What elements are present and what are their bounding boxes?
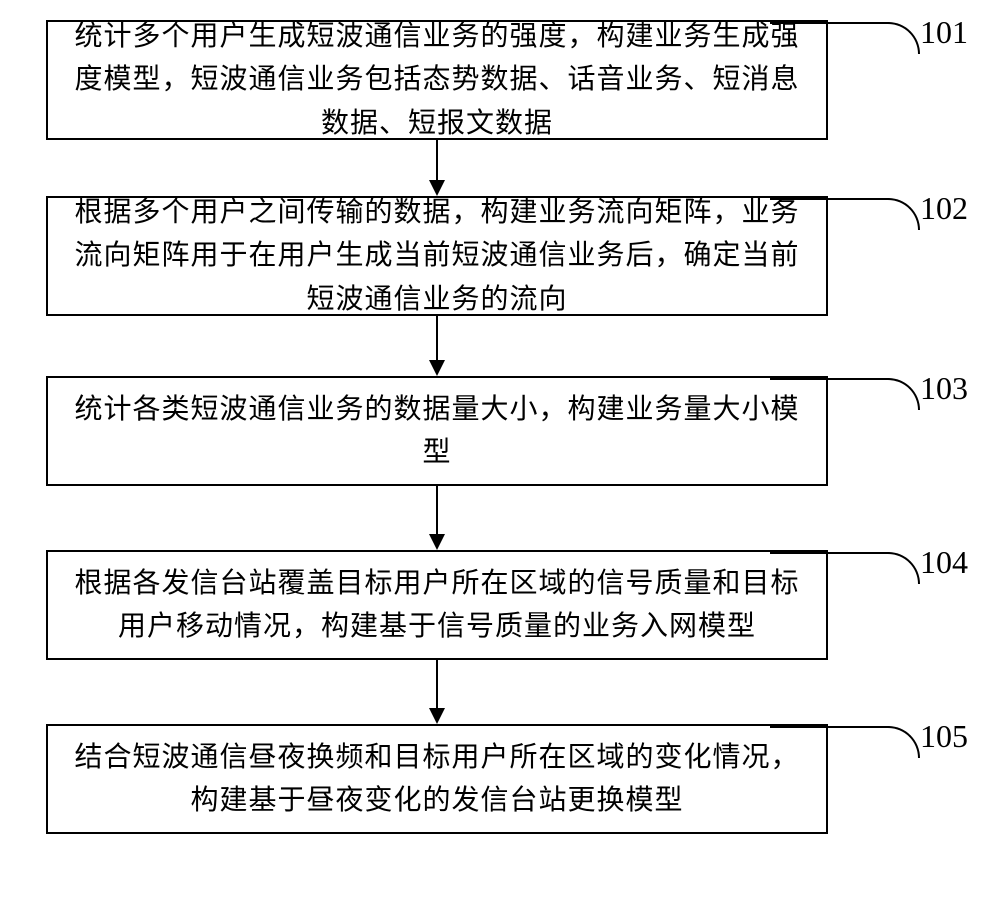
- arrow-head-icon: [429, 708, 445, 724]
- label-connector: [770, 726, 920, 758]
- flow-box-b2: 根据多个用户之间传输的数据，构建业务流向矩阵，业务流向矩阵用于在用户生成当前短波…: [46, 196, 828, 316]
- step-label-102: 102: [920, 190, 968, 227]
- step-label-104: 104: [920, 544, 968, 581]
- flow-box-b3: 统计各类短波通信业务的数据量大小，构建业务量大小模型: [46, 376, 828, 486]
- flow-box-text: 统计多个用户生成短波通信业务的强度，构建业务生成强度模型，短波通信业务包括态势数…: [70, 15, 804, 145]
- label-connector: [770, 552, 920, 584]
- flowchart-canvas: 统计多个用户生成短波通信业务的强度，构建业务生成强度模型，短波通信业务包括态势数…: [0, 0, 1000, 905]
- flow-box-text: 根据各发信台站覆盖目标用户所在区域的信号质量和目标用户移动情况，构建基于信号质量…: [70, 562, 804, 649]
- arrow-line: [436, 316, 438, 360]
- label-connector: [770, 22, 920, 54]
- arrow-line: [436, 140, 438, 180]
- flow-box-b4: 根据各发信台站覆盖目标用户所在区域的信号质量和目标用户移动情况，构建基于信号质量…: [46, 550, 828, 660]
- flow-box-b5: 结合短波通信昼夜换频和目标用户所在区域的变化情况，构建基于昼夜变化的发信台站更换…: [46, 724, 828, 834]
- arrow-head-icon: [429, 534, 445, 550]
- label-connector: [770, 198, 920, 230]
- step-label-101: 101: [920, 14, 968, 51]
- flow-box-b1: 统计多个用户生成短波通信业务的强度，构建业务生成强度模型，短波通信业务包括态势数…: [46, 20, 828, 140]
- label-connector: [770, 378, 920, 410]
- arrow-head-icon: [429, 360, 445, 376]
- arrow-line: [436, 486, 438, 534]
- flow-box-text: 统计各类短波通信业务的数据量大小，构建业务量大小模型: [70, 388, 804, 475]
- flow-box-text: 结合短波通信昼夜换频和目标用户所在区域的变化情况，构建基于昼夜变化的发信台站更换…: [70, 736, 804, 823]
- step-label-105: 105: [920, 718, 968, 755]
- arrow-line: [436, 660, 438, 708]
- step-label-103: 103: [920, 370, 968, 407]
- flow-box-text: 根据多个用户之间传输的数据，构建业务流向矩阵，业务流向矩阵用于在用户生成当前短波…: [70, 191, 804, 321]
- arrow-head-icon: [429, 180, 445, 196]
